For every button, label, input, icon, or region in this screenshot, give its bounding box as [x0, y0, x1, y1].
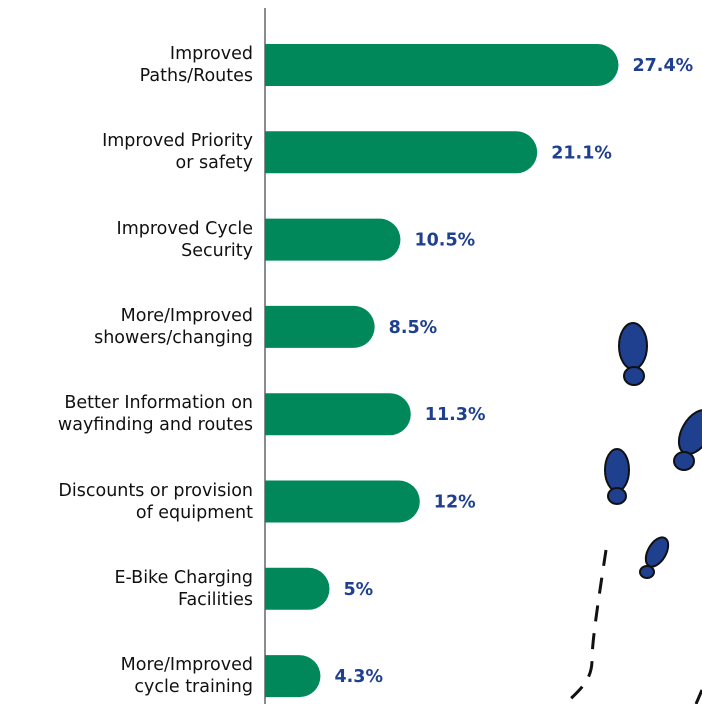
category-label: More/Improved cycle training	[0, 654, 253, 698]
bar	[265, 481, 420, 523]
dashed-route	[565, 550, 606, 704]
bar	[265, 306, 375, 348]
category-label: Discounts or provision of equipment	[0, 480, 253, 524]
bar	[265, 131, 537, 173]
chart: 27.4% 21.1% 10.5% 8.5% 11.3% 12% 5% 4.3% Improv…	[0, 0, 702, 704]
bar	[265, 393, 411, 435]
dashed-route	[696, 690, 702, 704]
category-label: Improved Cycle Security	[0, 218, 253, 262]
bar	[265, 44, 618, 86]
bar	[265, 219, 400, 261]
value-label: 5%	[344, 580, 374, 600]
category-label: Improved Priority or safety	[0, 130, 253, 174]
value-label: 10.5%	[414, 231, 475, 251]
category-label: Improved Paths/Routes	[0, 43, 253, 87]
value-label: 12%	[434, 493, 476, 513]
category-label: More/Improved showers/changing	[0, 305, 253, 349]
value-label: 27.4%	[632, 56, 693, 76]
category-label: E-Bike Charging Facilities	[0, 567, 253, 611]
value-label: 4.3%	[334, 667, 383, 687]
value-label: 11.3%	[425, 405, 486, 425]
footprints	[605, 323, 702, 578]
bar	[265, 655, 320, 697]
bar	[265, 568, 330, 610]
category-label: Better Information on wayfinding and rou…	[0, 392, 253, 436]
value-label: 8.5%	[389, 318, 438, 338]
value-label: 21.1%	[551, 143, 612, 163]
